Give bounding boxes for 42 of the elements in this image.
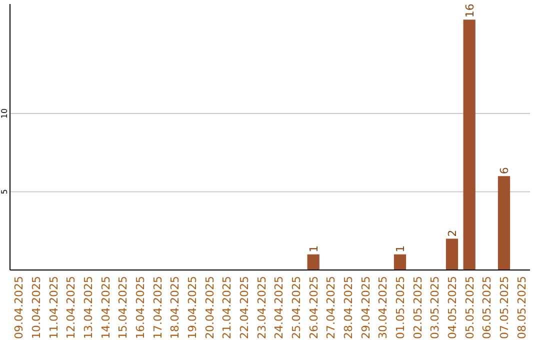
x-tick-label: 05.05.2025 bbox=[463, 276, 476, 339]
x-tick-label: 26.04.2025 bbox=[307, 276, 320, 339]
x-tick-label: 07.05.2025 bbox=[498, 276, 511, 339]
y-tick-label: 10 bbox=[0, 108, 9, 119]
x-tick-label: 06.05.2025 bbox=[480, 276, 494, 339]
data-label: 6 bbox=[498, 167, 511, 174]
x-tick-label: 14.04.2025 bbox=[99, 276, 112, 339]
x-tick-label: 11.04.2025 bbox=[47, 276, 60, 339]
x-tick-label: 25.04.2025 bbox=[290, 276, 303, 339]
x-tick-label: 21.04.2025 bbox=[220, 276, 234, 339]
x-tick-label: 13.04.2025 bbox=[82, 276, 95, 339]
x-tick-label: 20.04.2025 bbox=[203, 276, 216, 339]
x-tick-label: 19.04.2025 bbox=[186, 276, 199, 339]
x-tick-label: 22.04.2025 bbox=[238, 276, 251, 339]
data-label: 1 bbox=[394, 245, 407, 252]
bar bbox=[446, 238, 458, 270]
x-tick-label: 24.04.2025 bbox=[272, 276, 286, 339]
x-tick-label: 01.05.2025 bbox=[394, 276, 407, 339]
x-tick-label: 17.04.2025 bbox=[151, 276, 164, 339]
x-tick-label: 15.04.2025 bbox=[116, 276, 130, 339]
x-tick-label: 08.05.2025 bbox=[515, 276, 528, 339]
bar bbox=[498, 176, 510, 270]
x-tick-label: 09.04.2025 bbox=[12, 276, 26, 339]
x-tick-label: 18.04.2025 bbox=[168, 276, 182, 339]
data-label: 2 bbox=[446, 230, 459, 237]
data-label: 16 bbox=[463, 4, 476, 18]
x-tick-label: 12.04.2025 bbox=[64, 276, 78, 339]
y-tick-label: 5 bbox=[0, 189, 9, 194]
bar bbox=[307, 254, 320, 270]
x-tick-label: 29.04.2025 bbox=[359, 276, 372, 339]
x-tick-label: 27.04.2025 bbox=[324, 276, 338, 339]
x-tick-label: 28.04.2025 bbox=[342, 276, 355, 339]
x-tick-label: 02.05.2025 bbox=[411, 276, 424, 339]
x-tick-label: 16.04.2025 bbox=[134, 276, 147, 339]
x-tick-label: 04.05.2025 bbox=[446, 276, 459, 339]
x-tick-label: 10.04.2025 bbox=[30, 276, 43, 339]
x-tick-label: 30.04.2025 bbox=[376, 276, 390, 339]
bar bbox=[463, 20, 476, 270]
x-tick-label: 03.05.2025 bbox=[428, 276, 442, 339]
bar bbox=[394, 254, 406, 270]
data-label: 1 bbox=[307, 245, 320, 252]
x-tick-label: 23.04.2025 bbox=[255, 276, 268, 339]
